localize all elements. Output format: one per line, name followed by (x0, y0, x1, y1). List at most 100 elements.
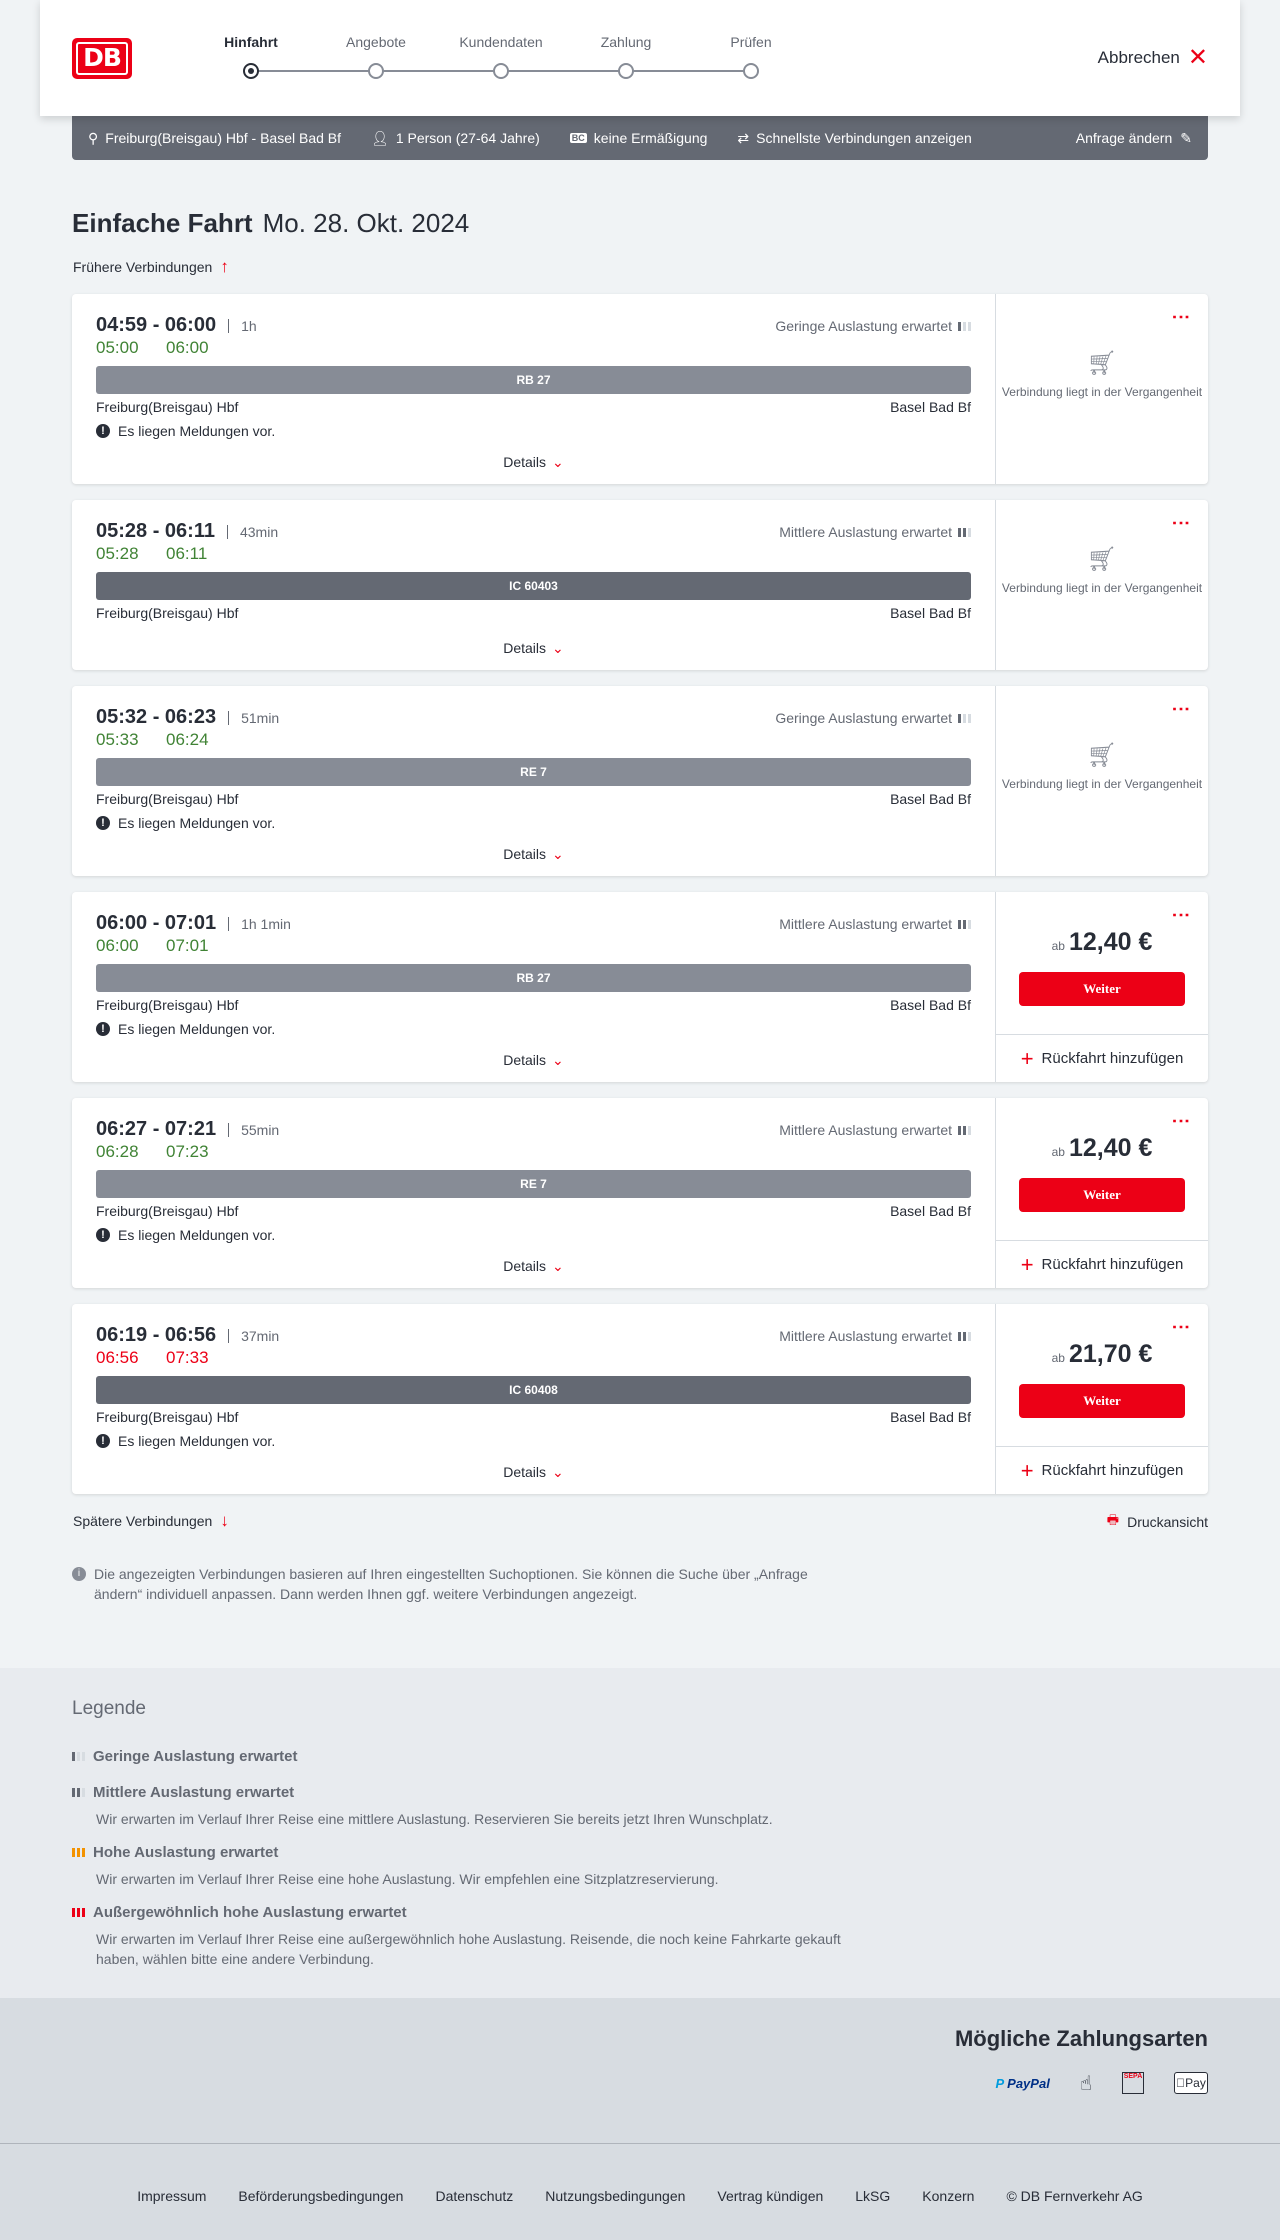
continue-button[interactable]: Weiter (1019, 1178, 1185, 1212)
more-options-icon[interactable]: ⋮ (1171, 906, 1191, 924)
times-text: 06:27 - 07:21 (96, 1118, 217, 1140)
legend-description: Wir erwarten im Verlauf Ihrer Reise eine… (96, 1871, 719, 1887)
footer-link[interactable]: LkSG (855, 2188, 891, 2204)
plus-icon: + (1020, 1251, 1034, 1277)
progress-steps: Hinfahrt Angebote Kundendaten Zahlung Prüfen (211, 30, 772, 90)
continue-button[interactable]: Weiter (1019, 972, 1185, 1006)
db-logo[interactable]: DB (72, 38, 132, 79)
occupancy-label: Mittlere Auslastung erwartet (779, 1328, 952, 1344)
chevron-down-icon: ⌄ (552, 1052, 564, 1068)
person-icon: 👤︎ (371, 129, 389, 146)
train-bar[interactable]: RB 27 (96, 964, 971, 992)
payment-title: Mögliche Zahlungsarten (954, 2026, 1208, 2051)
footer-link[interactable]: Konzern (922, 2188, 975, 2204)
stations: Freiburg(Breisgau) Hbf Basel Bad Bf (96, 399, 971, 415)
past-label: Verbindung liegt in der Vergangenheit (1001, 777, 1203, 791)
chevron-down-icon: ⌄ (552, 1464, 564, 1480)
departure-station: Freiburg(Breisgau) Hbf (96, 1409, 239, 1425)
more-options-icon[interactable]: ⋮ (1171, 1112, 1191, 1130)
train-bar[interactable]: RE 7 (96, 1170, 971, 1198)
cancel-label: Abbrechen (1097, 48, 1180, 67)
paypal-icon: P PayPal (995, 2075, 1050, 2091)
step-indicator (743, 63, 759, 79)
details-toggle[interactable]: Details ⌄ (96, 1052, 971, 1069)
footer-link[interactable]: Datenschutz (435, 2188, 514, 2204)
messages-notice: ! Es liegen Meldungen vor. (96, 815, 275, 831)
step-4: Prüfen (730, 34, 772, 50)
step-0: Hinfahrt (224, 34, 278, 50)
realtime-times: 06:00 07:01 (96, 936, 212, 956)
more-options-icon[interactable]: ⋮ (1171, 1318, 1191, 1336)
train-bar[interactable]: RB 27 (96, 366, 971, 394)
add-return-trip-button[interactable]: + Rückfahrt hinzufügen (996, 1034, 1208, 1082)
more-options-icon[interactable]: ⋮ (1171, 514, 1191, 532)
details-toggle[interactable]: Details ⌄ (96, 846, 971, 863)
past-connection-notice: 🛒︎ Verbindung liegt in der Vergangenheit (996, 352, 1208, 401)
cart-unavailable-icon: 🛒︎ (1086, 546, 1118, 573)
legend-item: Hohe Auslastung erwartet Wir erwarten im … (72, 1844, 856, 1889)
train-bar[interactable]: RE 7 (96, 758, 971, 786)
price-prefix: ab (1051, 1351, 1065, 1365)
more-options-icon[interactable]: ⋮ (1171, 700, 1191, 718)
print-view-link[interactable]: 🖶︎ Druckansicht (1107, 1511, 1208, 1533)
alert-icon: ! (96, 1022, 110, 1036)
occupancy-label: Mittlere Auslastung erwartet (779, 1122, 952, 1138)
realtime-departure: 05:00 (96, 338, 139, 357)
realtime-times: 05:33 06:24 (96, 730, 212, 750)
footer-link[interactable]: Impressum (137, 2188, 207, 2204)
connection-card: 06:00 - 07:01 1h 1min 06:00 07:01 Mittlere… (72, 892, 1208, 1082)
more-options-icon[interactable]: ⋮ (1171, 308, 1191, 326)
later-connections-link[interactable]: Spätere Verbindungen ↓ (73, 1511, 229, 1531)
times-text: 05:28 - 06:11 (96, 520, 215, 542)
fastest-text: Schnellste Verbindungen anzeigen (756, 130, 972, 146)
later-label: Spätere Verbindungen (73, 1513, 213, 1529)
card-divider (995, 1304, 996, 1494)
connection-card: 06:27 - 07:21 55min 06:28 07:23 Mittlere A… (72, 1098, 1208, 1288)
footer: Impressum Beförderungsbedingungen Datensch… (0, 2143, 1280, 2240)
step-indicator (368, 63, 384, 79)
details-label: Details (503, 846, 547, 862)
return-label: Rückfahrt hinzufügen (1041, 1256, 1184, 1273)
earlier-connections-link[interactable]: Frühere Verbindungen ↑ (73, 257, 229, 277)
occupancy-label: Geringe Auslastung erwartet (775, 318, 952, 334)
train-bar[interactable]: IC 60403 (96, 572, 971, 600)
scheduled-times: 06:27 - 07:21 55min (96, 1118, 279, 1141)
times-text: 06:19 - 06:56 (96, 1324, 217, 1346)
details-toggle[interactable]: Details ⌄ (96, 454, 971, 471)
details-toggle[interactable]: Details ⌄ (96, 1258, 971, 1275)
occupancy-icon (958, 713, 971, 723)
scheduled-times: 05:32 - 06:23 51min (96, 706, 279, 729)
card-divider (995, 500, 996, 670)
footer-link[interactable]: Nutzungsbedingungen (545, 2188, 686, 2204)
continue-button[interactable]: Weiter (1019, 1384, 1185, 1418)
cancel-button[interactable]: Abbrechen ✕ (1098, 46, 1208, 70)
footer-link[interactable]: Vertrag kündigen (717, 2188, 824, 2204)
realtime-departure: 05:33 (96, 730, 139, 749)
details-toggle[interactable]: Details ⌄ (96, 640, 971, 657)
card-divider (995, 1098, 996, 1288)
arrival-station: Basel Bad Bf (890, 997, 971, 1013)
step-indicator (618, 63, 634, 79)
details-label: Details (503, 1052, 547, 1068)
change-request-button[interactable]: Anfrage ändern ✎ (1076, 130, 1192, 147)
train-bar[interactable]: IC 60408 (96, 1376, 971, 1404)
discount-text: keine Ermäßigung (593, 130, 708, 146)
legend-label: Außergewöhnlich hohe Auslastung erwartet (93, 1904, 407, 1921)
occupancy-icon (958, 321, 971, 331)
step-3: Zahlung (600, 34, 652, 50)
price-prefix: ab (1051, 1145, 1065, 1159)
legend-item: Mittlere Auslastung erwartet Wir erwarten… (72, 1784, 856, 1829)
alert-icon: ! (96, 424, 110, 438)
fastest-info: ⇄ Schnellste Verbindungen anzeigen (737, 130, 971, 147)
add-return-trip-button[interactable]: + Rückfahrt hinzufügen (996, 1240, 1208, 1288)
add-return-trip-button[interactable]: + Rückfahrt hinzufügen (996, 1446, 1208, 1494)
details-toggle[interactable]: Details ⌄ (96, 1464, 971, 1481)
past-connection-notice: 🛒︎ Verbindung liegt in der Vergangenheit (996, 744, 1208, 793)
footer-link[interactable]: Beförderungsbedingungen (238, 2188, 404, 2204)
plus-icon: + (1020, 1045, 1034, 1071)
route-info: ⚲ Freiburg(Breisgau) Hbf - Basel Bad Bf (88, 130, 341, 147)
occupancy-info: Mittlere Auslastung erwartet (779, 1328, 971, 1344)
legend-item: Außergewöhnlich hohe Auslastung erwartet… (72, 1904, 856, 1969)
realtime-arrival: 07:33 (166, 1348, 209, 1367)
return-label: Rückfahrt hinzufügen (1041, 1050, 1184, 1067)
